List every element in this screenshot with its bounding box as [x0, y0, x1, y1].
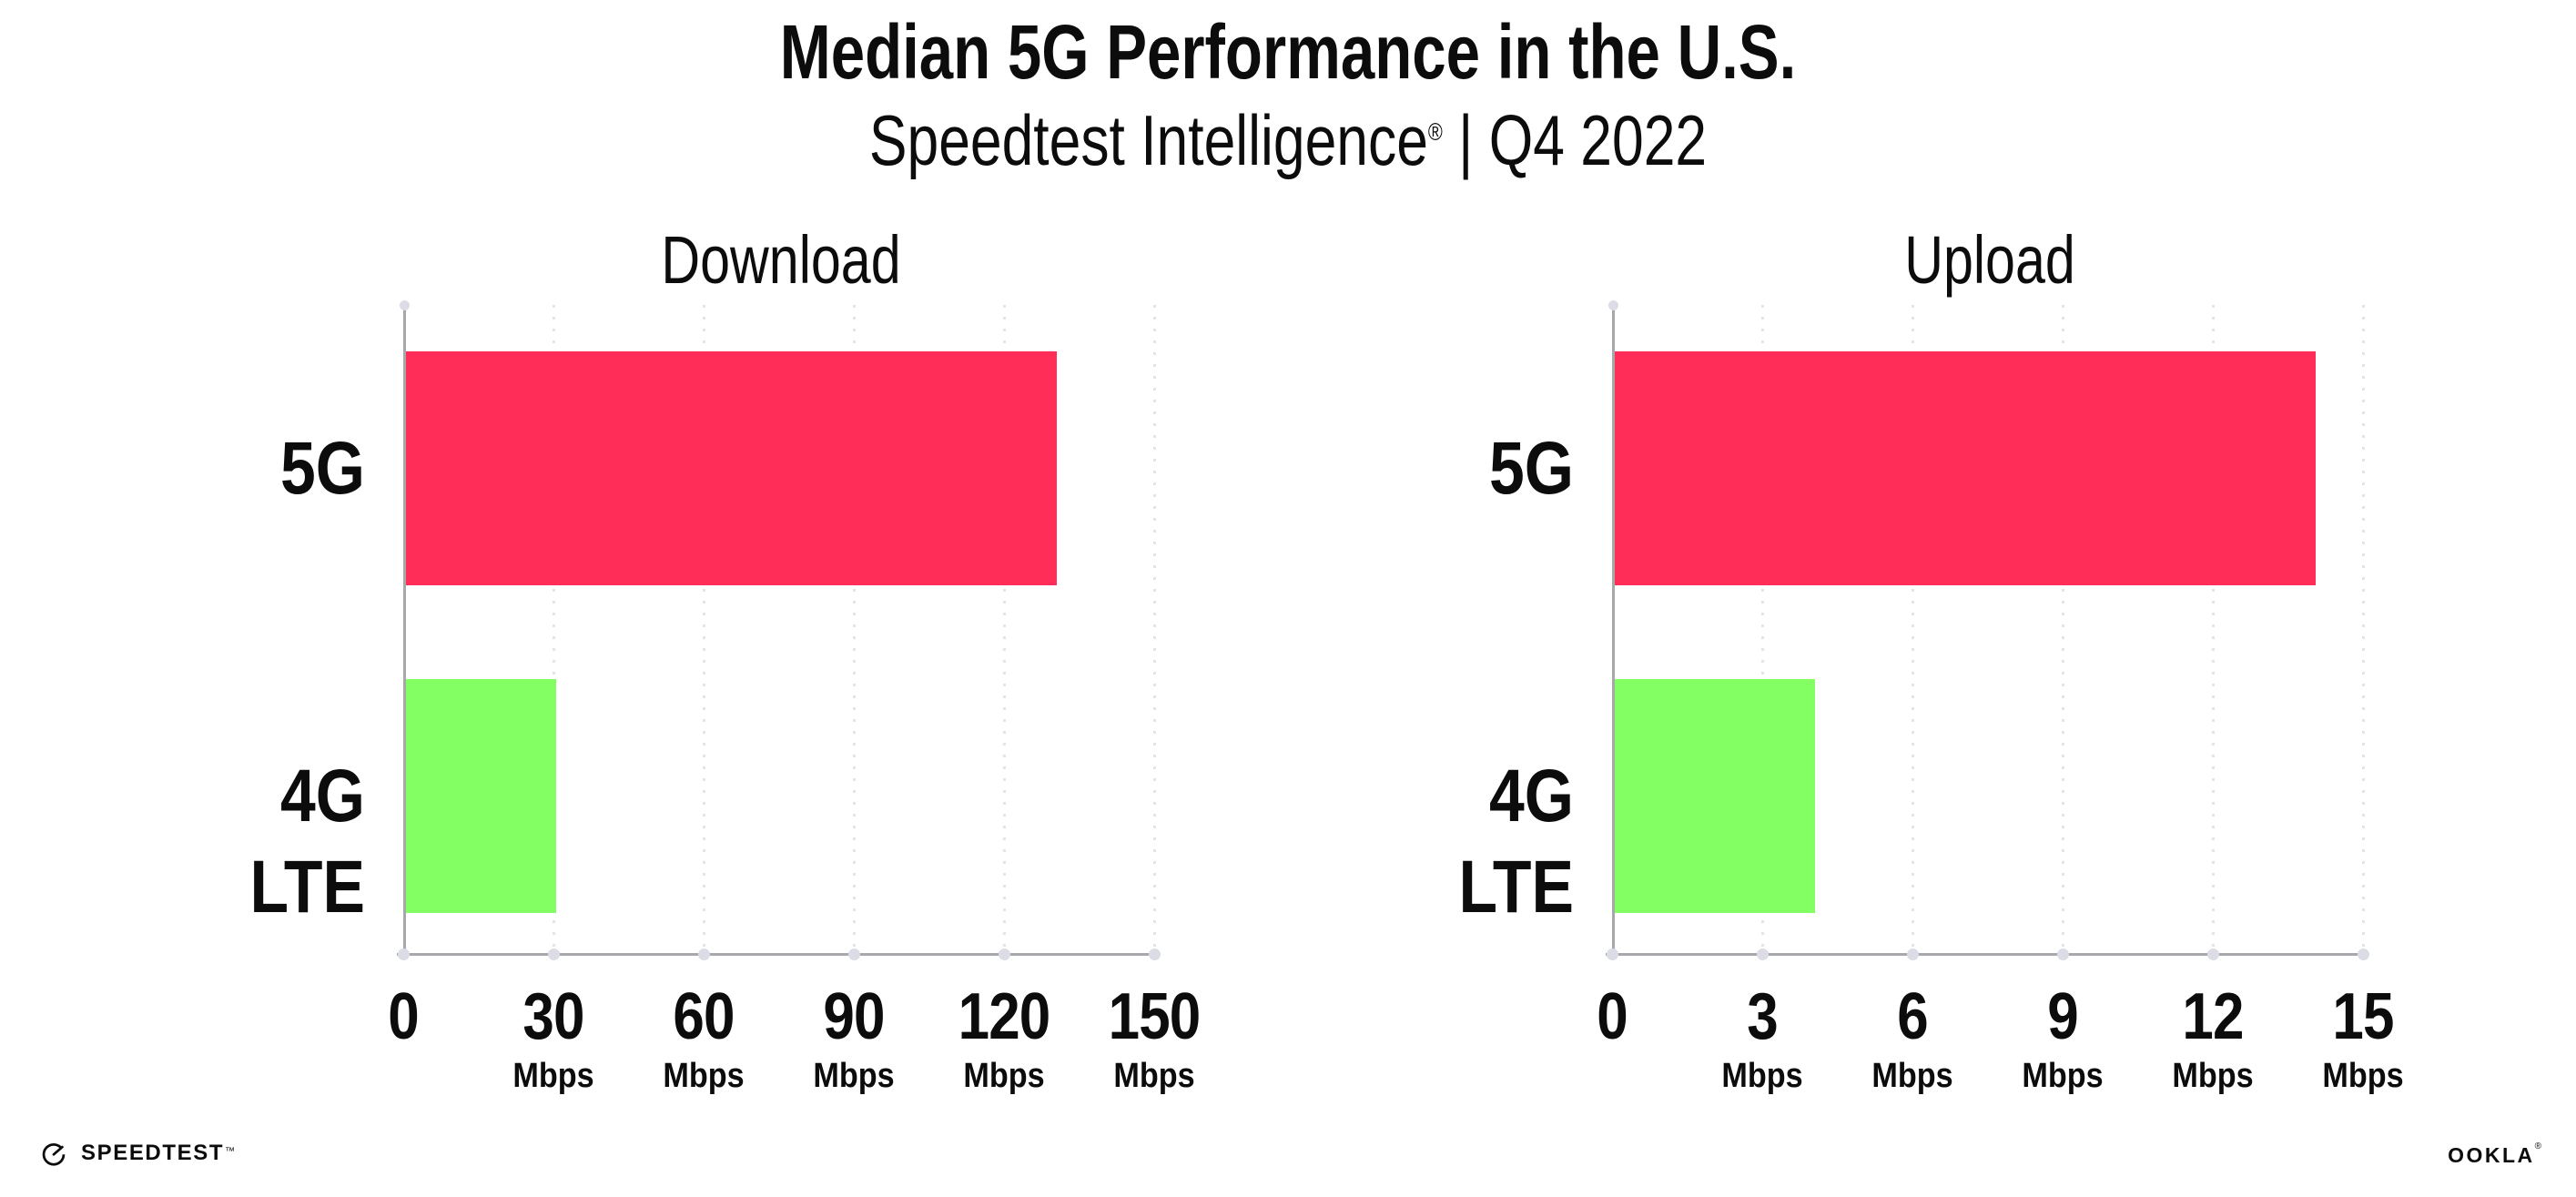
y-axis-top-dot	[1608, 300, 1618, 310]
x-tick-12: 12 Mbps	[2104, 979, 2322, 1097]
axis-tick-dot-60	[698, 948, 710, 960]
speedtest-wordmark: SPEEDTEST	[81, 1141, 225, 1165]
x-tick-value: 90	[823, 980, 885, 1053]
axis-tick-dot-6	[1907, 948, 1919, 960]
download-chart-title: Download	[661, 222, 901, 298]
bar-5g	[406, 351, 1057, 585]
y-axis-line	[403, 305, 406, 956]
x-tick-0: 0	[1503, 979, 1721, 1055]
bar-label-5g: 5G	[280, 426, 365, 510]
x-tick-9: 9 Mbps	[1953, 979, 2172, 1097]
x-tick-unit: Mbps	[512, 1057, 594, 1095]
x-tick-value: 120	[958, 980, 1051, 1053]
speedtest-gauge-icon	[42, 1142, 66, 1166]
registered-mark: ®	[1427, 118, 1443, 146]
x-tick-150: 150 Mbps	[1045, 979, 1263, 1097]
x-tick-value: 0	[388, 980, 419, 1053]
gridline-9	[2062, 305, 2064, 953]
bar-label-4g-lte: 4G LTE	[1458, 754, 1574, 928]
registered-mark: ®	[2534, 1141, 2541, 1151]
bar-4g-lte	[406, 679, 556, 913]
x-tick-15: 15 Mbps	[2254, 979, 2472, 1097]
x-tick-unit: Mbps	[2322, 1057, 2404, 1095]
gridline-30	[553, 305, 555, 953]
gridline-150	[1153, 305, 1156, 953]
x-tick-120: 120 Mbps	[895, 979, 1113, 1097]
x-tick-unit: Mbps	[1113, 1057, 1195, 1095]
x-tick-90: 90 Mbps	[745, 979, 963, 1097]
bar-5g	[1615, 351, 2316, 585]
gridline-12	[2212, 305, 2215, 953]
x-tick-0: 0	[294, 979, 512, 1055]
axis-tick-dot-12	[2207, 948, 2219, 960]
x-tick-unit: Mbps	[1721, 1057, 1803, 1095]
gridline-120	[1003, 305, 1006, 953]
x-tick-unit: Mbps	[813, 1057, 895, 1095]
bar-label-4g-lte: 4G LTE	[249, 754, 365, 928]
upload-chart-title: Upload	[1904, 222, 2075, 298]
axis-tick-dot-0	[398, 948, 410, 960]
axis-tick-dot-150	[1149, 948, 1161, 960]
x-tick-3: 3 Mbps	[1653, 979, 1871, 1097]
axis-tick-dot-30	[548, 948, 560, 960]
x-tick-value: 3	[1747, 980, 1778, 1053]
x-tick-30: 30 Mbps	[444, 979, 663, 1097]
speedtest-logo: SPEEDTEST ™	[40, 1140, 236, 1167]
gridline-6	[1912, 305, 1914, 953]
upload-chart-plot: 0 3 Mbps 6 Mbps 9 Mbps 12 Mbps 15 Mbps 5G 4G LTE	[1459, 300, 2404, 1095]
x-tick-value: 150	[1108, 980, 1202, 1053]
x-tick-value: 60	[673, 980, 735, 1053]
ookla-logo: OOKLA®	[2448, 1141, 2541, 1168]
axis-tick-dot-0	[1607, 948, 1618, 960]
gridline-3	[1761, 305, 1764, 953]
subtitle-brand: Speedtest Intelligence	[868, 100, 1428, 180]
x-tick-6: 6 Mbps	[1803, 979, 2022, 1097]
y-axis-top-dot	[400, 300, 410, 310]
gridline-60	[703, 305, 705, 953]
axis-tick-dot-15	[2358, 948, 2369, 960]
x-tick-value: 0	[1597, 980, 1628, 1053]
x-tick-value: 9	[2047, 980, 2078, 1053]
x-tick-value: 12	[2182, 980, 2244, 1053]
axis-tick-dot-90	[848, 948, 860, 960]
ookla-wordmark: OOKLA	[2448, 1143, 2535, 1167]
y-axis-line	[1612, 305, 1615, 956]
x-tick-60: 60 Mbps	[594, 979, 813, 1097]
page-title: Median 5G Performance in the U.S.	[779, 9, 1797, 95]
gridline-15	[2362, 305, 2365, 953]
subtitle-period: | Q4 2022	[1442, 100, 1708, 180]
download-chart-plot: 0 30 Mbps 60 Mbps 90 Mbps 120 Mbps 150 Mbps 5G 4G LT…	[250, 300, 1201, 1095]
axis-tick-dot-9	[2057, 948, 2069, 960]
x-tick-unit: Mbps	[663, 1057, 745, 1095]
page-subtitle: Speedtest Intelligence® | Q4 2022	[258, 94, 2318, 187]
x-axis-line	[1606, 953, 2369, 956]
gridline-90	[853, 305, 856, 953]
x-tick-unit: Mbps	[1871, 1057, 1953, 1095]
bar-4g-lte	[1615, 679, 1815, 913]
x-tick-value: 15	[2332, 980, 2394, 1053]
axis-tick-dot-120	[999, 948, 1010, 960]
x-tick-value: 30	[522, 980, 584, 1053]
x-tick-unit: Mbps	[2022, 1057, 2104, 1095]
x-tick-value: 6	[1897, 980, 1928, 1053]
axis-tick-dot-3	[1757, 948, 1769, 960]
bar-label-5g: 5G	[1489, 426, 1574, 510]
x-axis-line	[397, 953, 1161, 956]
x-tick-unit: Mbps	[963, 1057, 1045, 1095]
trademark-mark: ™	[225, 1146, 236, 1157]
x-tick-unit: Mbps	[2172, 1057, 2254, 1095]
